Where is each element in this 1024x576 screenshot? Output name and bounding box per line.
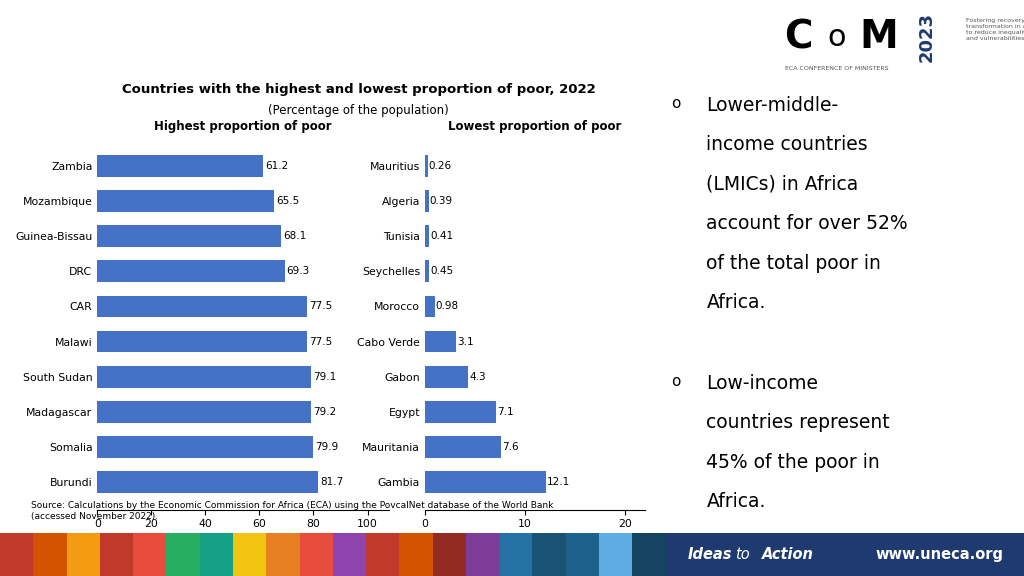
Bar: [633, 533, 666, 576]
Bar: [425, 401, 496, 423]
Text: 3.1: 3.1: [457, 336, 474, 347]
Text: of the total poor in: of the total poor in: [707, 253, 882, 272]
Text: 0.39: 0.39: [430, 196, 453, 206]
Bar: [425, 155, 428, 177]
Text: Fostering recovery and
transformation in Africa
to reduce inequalities
and vulne: Fostering recovery and transformation in…: [966, 18, 1024, 41]
Bar: [425, 366, 468, 388]
Bar: [425, 471, 546, 493]
Text: www.uneca.org: www.uneca.org: [876, 547, 1004, 562]
Bar: [97, 295, 307, 317]
Bar: [532, 533, 565, 576]
Bar: [97, 436, 313, 458]
Bar: [233, 533, 266, 576]
Text: 0.26: 0.26: [429, 161, 452, 171]
Text: 69.3: 69.3: [287, 266, 310, 276]
Bar: [299, 533, 333, 576]
Text: ..concentrated in Lower-Middle-Income countries.: ..concentrated in Lower-Middle-Income co…: [10, 26, 753, 52]
Bar: [425, 331, 456, 353]
Text: account for over 52%: account for over 52%: [707, 214, 908, 233]
Title: Highest proportion of poor: Highest proportion of poor: [155, 120, 332, 133]
Text: Source: Calculations by the Economic Commission for Africa (ECA) using the Povca: Source: Calculations by the Economic Com…: [31, 501, 553, 521]
Text: o: o: [671, 374, 681, 389]
Bar: [133, 533, 166, 576]
Bar: [97, 471, 318, 493]
Bar: [425, 225, 429, 247]
Text: Low-income: Low-income: [707, 374, 818, 393]
Bar: [466, 533, 500, 576]
Text: Africa.: Africa.: [707, 492, 766, 511]
Bar: [200, 533, 233, 576]
Text: 0.45: 0.45: [430, 266, 454, 276]
Bar: [33, 533, 67, 576]
Text: M: M: [859, 18, 898, 56]
Text: 79.1: 79.1: [313, 372, 337, 382]
Bar: [67, 533, 100, 576]
Text: Countries with the highest and lowest proportion of poor, 2022: Countries with the highest and lowest pr…: [122, 82, 595, 96]
Text: income countries: income countries: [707, 135, 868, 154]
Text: 79.2: 79.2: [313, 407, 337, 417]
Text: C: C: [784, 18, 812, 56]
Text: 4.3: 4.3: [469, 372, 485, 382]
Bar: [425, 436, 501, 458]
Bar: [97, 401, 311, 423]
Bar: [425, 260, 429, 282]
Bar: [599, 533, 632, 576]
Bar: [333, 533, 367, 576]
Bar: [425, 295, 435, 317]
Text: (LMICs) in Africa: (LMICs) in Africa: [707, 175, 859, 194]
Text: 45% of the poor in: 45% of the poor in: [707, 453, 881, 472]
Bar: [97, 190, 274, 212]
Text: 0.41: 0.41: [430, 231, 454, 241]
Text: countries represent: countries represent: [707, 413, 890, 432]
Bar: [565, 533, 599, 576]
Bar: [266, 533, 299, 576]
Text: 7.1: 7.1: [497, 407, 514, 417]
Text: 61.2: 61.2: [265, 161, 288, 171]
Bar: [432, 533, 466, 576]
Text: Africa.: Africa.: [707, 293, 766, 312]
Text: o: o: [827, 23, 846, 52]
Text: Action: Action: [762, 547, 814, 562]
Bar: [500, 533, 532, 576]
Bar: [97, 366, 311, 388]
Text: 12.1: 12.1: [547, 477, 570, 487]
Text: 79.9: 79.9: [315, 442, 339, 452]
Bar: [367, 533, 399, 576]
Title: Lowest proportion of poor: Lowest proportion of poor: [449, 120, 622, 133]
Text: 7.6: 7.6: [502, 442, 518, 452]
Text: to: to: [735, 547, 750, 562]
Text: ECA CONFERENCE OF MINISTERS: ECA CONFERENCE OF MINISTERS: [785, 66, 889, 71]
Text: 65.5: 65.5: [276, 196, 300, 206]
Text: (Percentage of the population): (Percentage of the population): [268, 104, 449, 118]
Bar: [97, 225, 282, 247]
Bar: [425, 190, 429, 212]
Bar: [399, 533, 432, 576]
Bar: [0, 533, 33, 576]
Text: 68.1: 68.1: [284, 231, 307, 241]
Text: 0.98: 0.98: [436, 301, 459, 312]
Bar: [97, 331, 307, 353]
Bar: [166, 533, 200, 576]
Text: Ideas: Ideas: [688, 547, 732, 562]
Bar: [97, 260, 285, 282]
Text: Lower-middle-: Lower-middle-: [707, 96, 839, 115]
Text: o: o: [671, 96, 681, 111]
Bar: [666, 533, 1024, 576]
Text: 77.5: 77.5: [309, 336, 332, 347]
Text: 2023: 2023: [918, 12, 936, 62]
Bar: [97, 155, 262, 177]
Bar: [100, 533, 133, 576]
Text: 77.5: 77.5: [309, 301, 332, 312]
Text: 81.7: 81.7: [321, 477, 343, 487]
